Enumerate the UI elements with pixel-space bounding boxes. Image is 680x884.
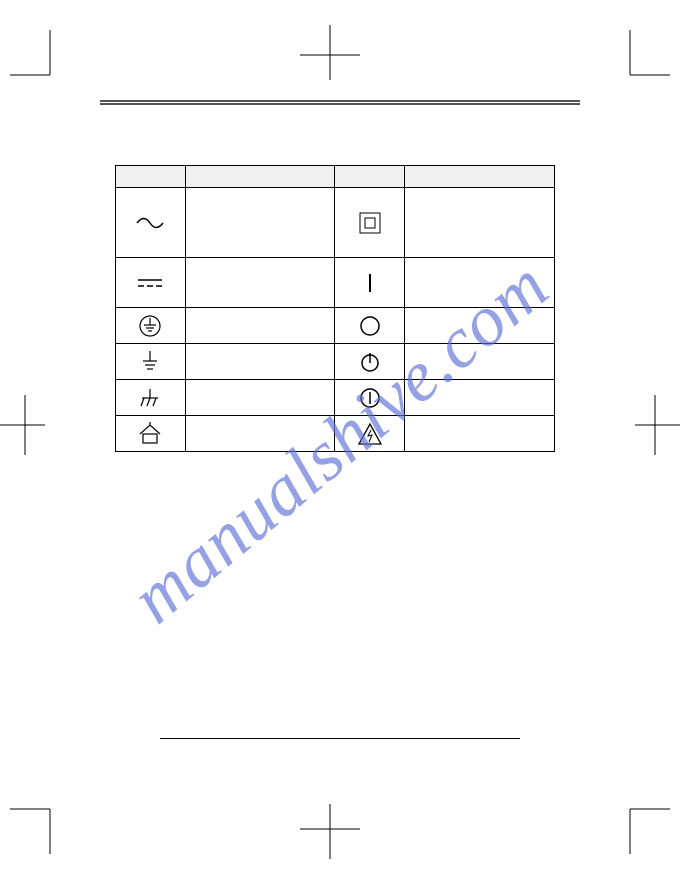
ground-icon	[116, 344, 186, 380]
page-content	[100, 100, 580, 784]
table-row	[116, 380, 555, 416]
crop-mark-mr	[630, 385, 680, 465]
cell-desc	[185, 416, 335, 452]
dc-icon	[116, 258, 186, 308]
crop-mark-tl	[10, 30, 70, 90]
cell-desc	[405, 188, 555, 258]
table-header-row	[116, 166, 555, 188]
shock-icon	[335, 416, 405, 452]
off-circle-icon	[335, 308, 405, 344]
table-row	[116, 258, 555, 308]
th-symbol-2	[335, 166, 405, 188]
cell-desc	[405, 344, 555, 380]
earth-circle-icon	[116, 308, 186, 344]
table-row	[116, 344, 555, 380]
on-in-circle-icon	[335, 380, 405, 416]
class2-icon	[335, 188, 405, 258]
cell-desc	[405, 380, 555, 416]
table-row	[116, 416, 555, 452]
chassis-icon	[116, 380, 186, 416]
crop-mark-br	[610, 794, 670, 854]
crop-mark-bl	[10, 794, 70, 854]
symbol-table	[115, 165, 555, 452]
cell-desc	[405, 308, 555, 344]
cell-desc	[185, 188, 335, 258]
header-rule	[100, 100, 580, 105]
indoor-icon	[116, 416, 186, 452]
cell-desc	[185, 380, 335, 416]
th-desc-2	[405, 166, 555, 188]
standby-icon	[335, 344, 405, 380]
cell-desc	[405, 258, 555, 308]
cell-desc	[185, 308, 335, 344]
table-row	[116, 188, 555, 258]
th-desc-1	[185, 166, 335, 188]
crop-mark-tc	[290, 25, 370, 85]
footer-rule	[160, 738, 520, 739]
crop-mark-tr	[610, 30, 670, 90]
crop-mark-bc	[290, 799, 370, 859]
cell-desc	[405, 416, 555, 452]
table-row	[116, 308, 555, 344]
ac-icon	[116, 188, 186, 258]
cell-desc	[185, 258, 335, 308]
th-symbol-1	[116, 166, 186, 188]
crop-mark-ml	[0, 385, 50, 465]
on-bar-icon	[335, 258, 405, 308]
table-body	[116, 188, 555, 452]
cell-desc	[185, 344, 335, 380]
